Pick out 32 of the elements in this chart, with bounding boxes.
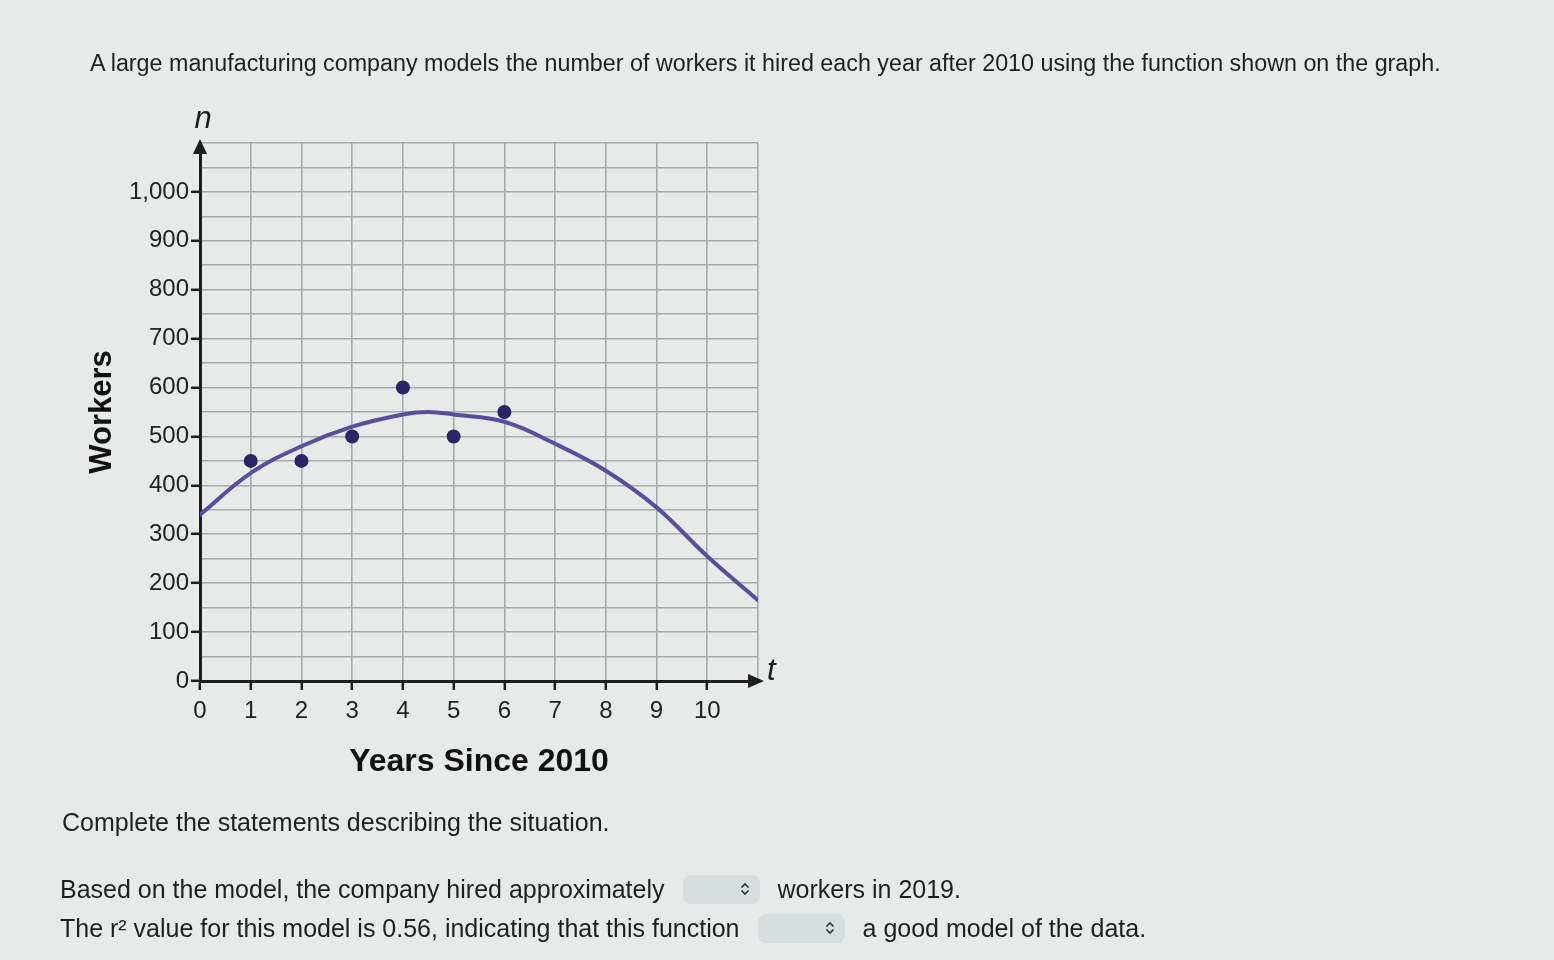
y-tick-label: 1,000 [128,176,189,204]
x-tick-label: 1 [244,696,258,724]
x-tick-label: 5 [446,696,461,724]
x-tick-label: 4 [396,696,410,724]
x-tick-label: 6 [497,696,512,724]
y-tick-label: 0 [175,665,189,693]
y-tick-label: 200 [148,567,189,595]
y-tick-label: 800 [148,274,189,302]
y-tick-label: 400 [148,469,189,497]
x-tick-label: 9 [649,696,664,724]
y-tick-label: 100 [148,616,189,644]
x-tick-label: 2 [294,696,309,724]
y-tick-label: 700 [148,323,189,351]
y-tick-label: 300 [148,518,189,546]
text: a good model of the data. [862,913,1147,943]
x-tick-label: 7 [548,696,562,724]
text: Complete the statements describing the situation. [61,806,611,838]
y-tick-label: 900 [148,225,189,253]
text: The r² value for this model is 0.56, indicating that this function [60,913,740,943]
text: workers in 2019. [777,874,961,904]
y-tick-label: 500 [148,421,189,449]
x-tick-label: 3 [345,696,359,724]
y-axis-title: Workers [83,350,119,474]
chart-title: A large manufacturing company models the number of workers it hired each year after 2010 using the function shown on the graph. [90,50,1441,77]
y-tick-label: 600 [148,372,189,400]
text: Based on the model, the company hired approximately [60,874,665,904]
x-tick-label: 8 [599,696,613,724]
x-axis-title: Years Since 2010 [349,741,609,778]
x-tick-label: 10 [693,696,721,724]
text: t [767,651,777,687]
x-tick-label: 0 [193,696,207,724]
text: n [194,100,212,136]
